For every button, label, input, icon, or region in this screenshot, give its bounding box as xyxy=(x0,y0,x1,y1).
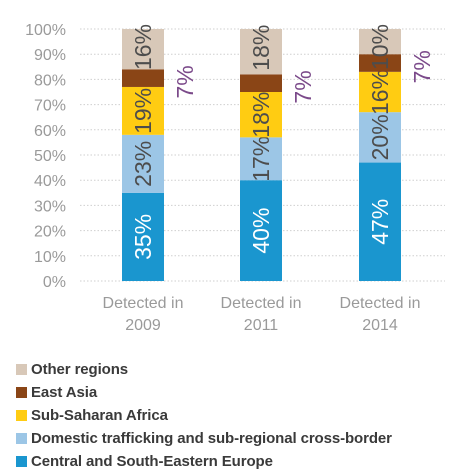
y-tick-label: 70% xyxy=(34,98,66,115)
legend-item: Central and South-Eastern Europe xyxy=(16,450,392,473)
bar-segment xyxy=(240,137,282,181)
y-tick-label: 90% xyxy=(34,47,66,64)
legend-label: East Asia xyxy=(31,384,98,401)
bar-segment xyxy=(240,180,282,281)
data-label: 7% xyxy=(409,50,435,83)
legend-item: East Asia xyxy=(16,381,392,404)
legend-label: Other regions xyxy=(31,361,129,378)
bar-segment xyxy=(359,112,401,163)
legend-item: Sub-Saharan Africa xyxy=(16,404,392,427)
bar-segment xyxy=(240,92,282,138)
bar-segment xyxy=(240,29,282,75)
bar-segment xyxy=(122,192,164,281)
data-label: 17% xyxy=(248,136,274,182)
bar-segment xyxy=(359,71,401,113)
y-tick-label: 60% xyxy=(34,123,66,140)
y-tick-label: 40% xyxy=(34,173,66,190)
x-tick-label: Detected in xyxy=(221,295,302,312)
data-label: 19% xyxy=(130,88,156,134)
bar-segment xyxy=(122,134,164,193)
legend-swatch xyxy=(16,410,27,421)
legend-swatch xyxy=(16,456,27,467)
data-label: 7% xyxy=(172,65,198,98)
data-label: 35% xyxy=(130,214,156,260)
bar-segment xyxy=(240,74,282,92)
y-tick-label: 50% xyxy=(34,148,66,165)
y-tick-label: 0% xyxy=(43,274,66,291)
bar-segment xyxy=(359,29,401,55)
data-label: 23% xyxy=(130,141,156,187)
chart-legend: Other regions East Asia Sub-Saharan Africa… xyxy=(16,358,392,473)
bar-segment xyxy=(122,69,164,87)
x-tick-label: 2009 xyxy=(125,317,161,334)
data-label: 47% xyxy=(367,199,393,245)
legend-swatch xyxy=(16,433,27,444)
x-tick-label: Detected in xyxy=(340,295,421,312)
legend-item: Domestic trafficking and sub-regional cr… xyxy=(16,427,392,450)
x-tick-label: 2014 xyxy=(362,317,398,334)
bar-segment xyxy=(359,162,401,281)
y-tick-label: 100% xyxy=(25,22,66,39)
data-label: 7% xyxy=(290,70,316,103)
data-label: 40% xyxy=(248,208,274,254)
legend-swatch xyxy=(16,364,27,375)
legend-label: Sub-Saharan Africa xyxy=(31,407,168,424)
data-label: 16% xyxy=(367,69,393,115)
y-tick-label: 30% xyxy=(34,198,66,215)
bar-segment xyxy=(122,86,164,135)
legend-label: Central and South-Eastern Europe xyxy=(31,453,273,470)
legend-item: Other regions xyxy=(16,358,392,381)
x-tick-label: 2011 xyxy=(244,317,279,334)
data-label: 16% xyxy=(130,24,156,70)
y-tick-label: 10% xyxy=(34,249,66,266)
legend-label: Domestic trafficking and sub-regional cr… xyxy=(31,430,392,447)
y-tick-label: 80% xyxy=(34,72,66,89)
y-tick-label: 20% xyxy=(34,224,66,241)
legend-swatch xyxy=(16,387,27,398)
x-tick-label: Detected in xyxy=(103,295,184,312)
data-label: 18% xyxy=(248,25,274,71)
data-label: 10% xyxy=(367,24,393,70)
bar-segment xyxy=(359,54,401,72)
bar-segment xyxy=(122,29,164,70)
data-label: 18% xyxy=(248,92,274,138)
data-label: 20% xyxy=(367,114,393,160)
